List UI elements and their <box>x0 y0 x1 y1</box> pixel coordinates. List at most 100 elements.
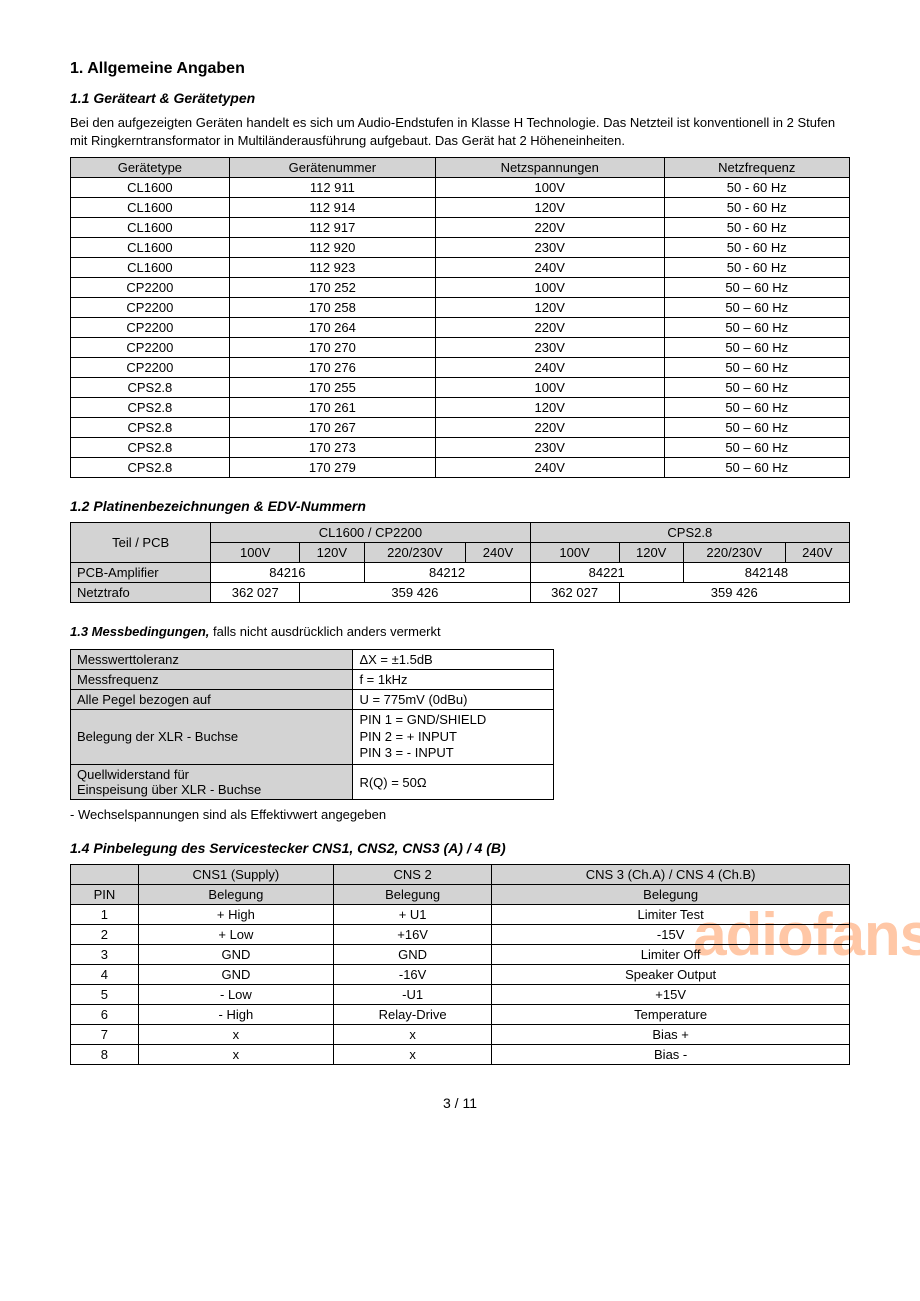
table1-cell: CP2200 <box>71 338 230 358</box>
pcb-table: Teil / PCB CL1600 / CP2200 CPS2.8 100V 1… <box>70 522 850 603</box>
table1-cell: 112 923 <box>229 258 435 278</box>
table4-cell: GND <box>138 964 333 984</box>
t4-top: CNS1 (Supply) <box>138 864 333 884</box>
table4-cell: 5 <box>71 984 139 1004</box>
effective-value-note: - Wechselspannungen sind als Effektivwer… <box>70 806 850 824</box>
table4-cell: Speaker Output <box>492 964 850 984</box>
table1-cell: 112 911 <box>229 178 435 198</box>
pcb-sub: 240V <box>466 543 530 563</box>
table1-cell: 170 258 <box>229 298 435 318</box>
table1-cell: 230V <box>435 438 664 458</box>
pcb-cell: 362 027 <box>530 583 619 603</box>
t4-sub: Belegung <box>333 884 491 904</box>
table1-cell: 50 - 60 Hz <box>664 198 850 218</box>
pcb-cell: 84216 <box>211 563 364 583</box>
table4-cell: + Low <box>138 924 333 944</box>
table1-cell: 230V <box>435 338 664 358</box>
section-1-1-heading: 1.1 Geräteart & Gerätetypen <box>70 90 850 106</box>
t4-sub: Belegung <box>492 884 850 904</box>
table1-header: Netzspannungen <box>435 158 664 178</box>
table4-cell: - High <box>138 1004 333 1024</box>
table1-cell: 50 – 60 Hz <box>664 358 850 378</box>
table1-cell: 50 - 60 Hz <box>664 178 850 198</box>
pcb-sub: 100V <box>211 543 300 563</box>
pcb-cell: 84212 <box>364 563 530 583</box>
table1-cell: CP2200 <box>71 318 230 338</box>
table1-cell: CL1600 <box>71 218 230 238</box>
section-1-4-heading: 1.4 Pinbelegung des Servicestecker CNS1,… <box>70 840 850 856</box>
device-type-table: Gerätetype Gerätenummer Netzspannungen N… <box>70 157 850 478</box>
section-1-2-heading: 1.2 Platinenbezeichnungen & EDV-Nummern <box>70 498 850 514</box>
table1-cell: 50 – 60 Hz <box>664 398 850 418</box>
pcb-cell: 359 426 <box>300 583 530 603</box>
t4-top: CNS 3 (Ch.A) / CNS 4 (Ch.B) <box>492 864 850 884</box>
table1-cell: CPS2.8 <box>71 398 230 418</box>
intro-paragraph: Bei den aufgezeigten Geräten handelt es … <box>70 114 850 149</box>
table1-cell: 50 - 60 Hz <box>664 258 850 278</box>
table1-cell: 50 – 60 Hz <box>664 298 850 318</box>
pcb-cell: 842148 <box>683 563 849 583</box>
table4-cell: 6 <box>71 1004 139 1024</box>
pcb-corner: Teil / PCB <box>71 523 211 563</box>
table4-cell: 7 <box>71 1024 139 1044</box>
measure-label: Messwerttoleranz <box>71 649 353 669</box>
table1-cell: 120V <box>435 198 664 218</box>
pcb-sub: 240V <box>785 543 849 563</box>
table1-cell: CL1600 <box>71 178 230 198</box>
table4-cell: GND <box>138 944 333 964</box>
pcb-cell: 362 027 <box>211 583 300 603</box>
table1-cell: 170 264 <box>229 318 435 338</box>
table4-cell: GND <box>333 944 491 964</box>
table1-cell: 120V <box>435 298 664 318</box>
table1-cell: 240V <box>435 458 664 478</box>
table1-cell: 50 – 60 Hz <box>664 378 850 398</box>
table1-cell: CP2200 <box>71 298 230 318</box>
measurement-table: Messwerttoleranz ΔX = ±1.5dB Messfrequen… <box>70 649 554 801</box>
table1-cell: 220V <box>435 218 664 238</box>
table1-cell: CPS2.8 <box>71 458 230 478</box>
measure-value: U = 775mV (0dBu) <box>353 689 553 709</box>
pcb-sub: 100V <box>530 543 619 563</box>
pcb-sub: 220/230V <box>683 543 785 563</box>
table1-cell: CL1600 <box>71 238 230 258</box>
table4-cell: x <box>333 1024 491 1044</box>
table4-cell: Limiter Off <box>492 944 850 964</box>
table1-header: Gerätetype <box>71 158 230 178</box>
table1-cell: 50 - 60 Hz <box>664 238 850 258</box>
table1-cell: 50 - 60 Hz <box>664 218 850 238</box>
pcb-group1: CL1600 / CP2200 <box>211 523 530 543</box>
table1-cell: 170 261 <box>229 398 435 418</box>
table4-cell: Bias + <box>492 1024 850 1044</box>
table1-cell: CPS2.8 <box>71 438 230 458</box>
table1-cell: CP2200 <box>71 278 230 298</box>
table1-cell: CL1600 <box>71 258 230 278</box>
table1-cell: CP2200 <box>71 358 230 378</box>
table4-cell: 4 <box>71 964 139 984</box>
table4-cell: 3 <box>71 944 139 964</box>
table4-cell: 2 <box>71 924 139 944</box>
table4-cell: x <box>333 1044 491 1064</box>
table1-cell: 240V <box>435 358 664 378</box>
measure-pins: PIN 1 = GND/SHIELD PIN 2 = + INPUT PIN 3… <box>353 709 553 765</box>
table4-cell: x <box>138 1044 333 1064</box>
table1-cell: 120V <box>435 398 664 418</box>
pcb-cell: 84221 <box>530 563 683 583</box>
table1-cell: 50 – 60 Hz <box>664 338 850 358</box>
measure-label: Belegung der XLR - Buchse <box>71 709 353 765</box>
pcb-sub: 120V <box>619 543 683 563</box>
table1-cell: 50 – 60 Hz <box>664 418 850 438</box>
table1-cell: CPS2.8 <box>71 378 230 398</box>
measure-value: ΔX = ±1.5dB <box>353 649 553 669</box>
table1-cell: 170 270 <box>229 338 435 358</box>
pcb-row-label: Netztrafo <box>71 583 211 603</box>
table4-cell: +15V <box>492 984 850 1004</box>
table1-cell: 220V <box>435 418 664 438</box>
pcb-row-label: PCB-Amplifier <box>71 563 211 583</box>
table4-cell: + U1 <box>333 904 491 924</box>
pcb-sub: 220/230V <box>364 543 466 563</box>
table1-cell: 112 914 <box>229 198 435 218</box>
table1-cell: 50 – 60 Hz <box>664 438 850 458</box>
table4-cell: Limiter Test <box>492 904 850 924</box>
table1-cell: 170 273 <box>229 438 435 458</box>
table4-cell: -16V <box>333 964 491 984</box>
